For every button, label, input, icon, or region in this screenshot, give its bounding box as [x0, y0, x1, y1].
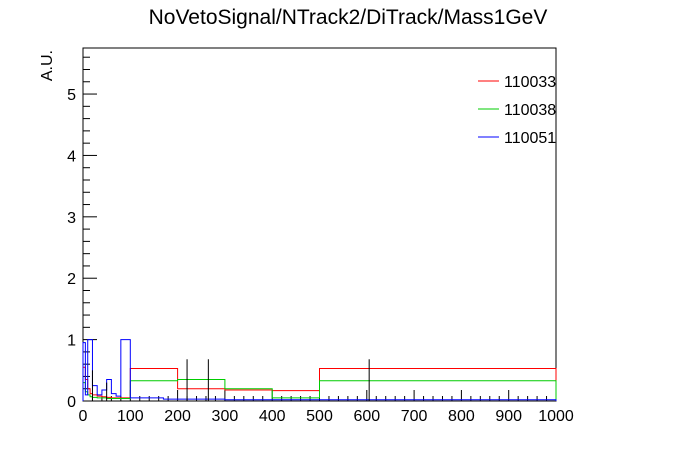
histogram-bin	[225, 400, 272, 401]
histogram-bin	[85, 395, 87, 401]
histogram-bin	[320, 381, 557, 401]
histogram-line	[82, 339, 557, 401]
histogram-bin	[92, 386, 97, 401]
histogram-bin	[320, 400, 557, 401]
plot-frame	[82, 47, 557, 402]
x-tick-label: 800	[448, 408, 475, 425]
legend: 110033 110038 110051	[478, 74, 556, 147]
y-axis: 0 1 2 3 4 5	[67, 56, 97, 411]
histogram-bin	[163, 399, 224, 401]
y-tick-label: 2	[67, 271, 76, 288]
y-tick-label: 5	[67, 87, 76, 104]
legend-item: 110033	[478, 74, 556, 91]
y-axis-label: A.U.	[39, 50, 56, 81]
x-tick-label: 300	[212, 408, 239, 425]
x-tick-label: 400	[259, 408, 286, 425]
histogram-bin	[225, 389, 272, 401]
legend-label: 110051	[504, 130, 556, 147]
error-bars-layer	[91, 359, 370, 401]
histogram-bin	[116, 396, 121, 401]
legend-item: 110051	[478, 130, 556, 147]
histogram-bin	[88, 340, 93, 401]
histogram-bin	[83, 343, 85, 401]
histogram-bin	[272, 400, 319, 401]
y-tick-label: 0	[67, 394, 76, 411]
chart-title: NoVetoSignal/NTrack2/DiTrack/Mass1GeV	[149, 6, 548, 29]
histogram-bin	[111, 394, 116, 401]
histogram-bin	[97, 395, 102, 401]
legend-label: 110033	[504, 74, 556, 91]
y-tick-label: 4	[67, 148, 76, 165]
x-tick-label: 0	[79, 408, 88, 425]
series-layer	[82, 339, 557, 401]
x-tick-label: 100	[117, 408, 144, 425]
y-tick-label: 3	[67, 210, 76, 227]
y-tick-label: 1	[67, 333, 76, 350]
x-tick-label: 700	[401, 408, 428, 425]
histogram-bin	[126, 340, 131, 401]
x-tick-label: 900	[495, 408, 522, 425]
x-tick-label: 600	[353, 408, 380, 425]
histogram-bin	[107, 380, 112, 401]
legend-label: 110038	[504, 102, 556, 119]
x-tick-label: 500	[306, 408, 333, 425]
histogram-bin	[178, 380, 225, 401]
x-tick-label: 200	[164, 408, 191, 425]
series-110051	[82, 339, 557, 401]
x-tick-label: 1000	[538, 408, 574, 425]
histogram-bin	[121, 340, 126, 401]
legend-item: 110038	[478, 102, 556, 119]
plot-area	[82, 47, 557, 402]
histogram-bin	[102, 390, 107, 401]
histogram-bin	[130, 398, 163, 401]
